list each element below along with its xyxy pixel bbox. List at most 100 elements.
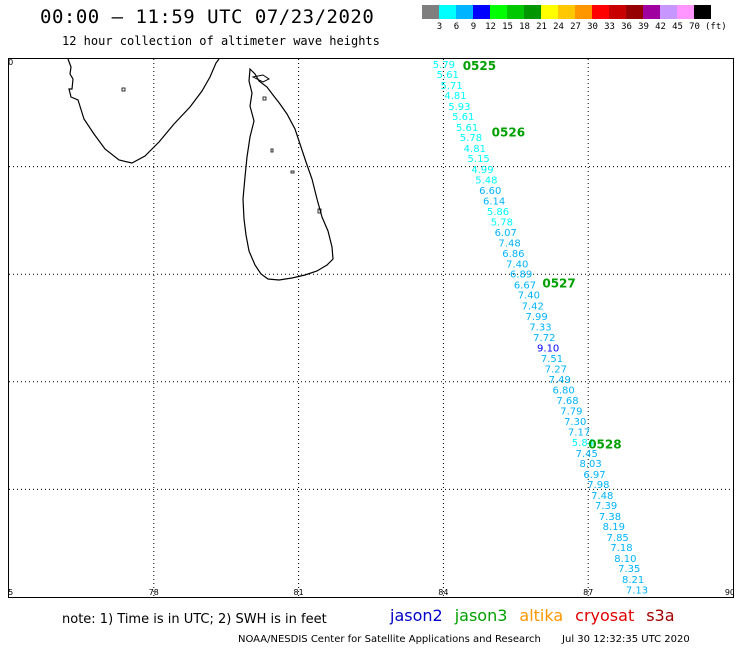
swh-reading: 7.79 xyxy=(560,406,582,417)
swh-reading: 5.15 xyxy=(468,154,490,165)
map-gridlines xyxy=(9,59,733,597)
swh-reading: 7.18 xyxy=(610,543,632,554)
swh-reading: 6.60 xyxy=(479,186,501,197)
swh-reading: 7.72 xyxy=(533,333,555,344)
generation-timestamp: Jul 30 12:32:35 UTC 2020 xyxy=(562,634,690,645)
swh-reading: 6.89 xyxy=(510,270,532,281)
colorbar-swatch xyxy=(439,5,456,19)
units-note: note: 1) Time is in UTC; 2) SWH is in fe… xyxy=(62,612,327,627)
colorbar-swatch xyxy=(643,5,660,19)
swh-reading: 7.13 xyxy=(626,586,648,597)
swh-reading: 6.80 xyxy=(552,385,574,396)
satellite-legend-item: jason3 xyxy=(454,606,508,625)
swh-reading: 6.97 xyxy=(583,470,605,481)
colorbar-label: 24 xyxy=(553,22,564,32)
swh-reading: 5.78 xyxy=(491,218,513,229)
swh-reading: 6.14 xyxy=(483,197,505,208)
swh-reading: 7.39 xyxy=(595,501,617,512)
swh-reading: 6.67 xyxy=(514,280,536,291)
colorbar-swatch xyxy=(660,5,677,19)
colorbar-units: (ft) xyxy=(705,22,727,32)
swh-reading: 7.27 xyxy=(545,364,567,375)
satellite-legend: jason2 jason3 altika cryosat s3a xyxy=(390,606,687,625)
colorbar-label: 21 xyxy=(536,22,547,32)
swh-reading: 9.10 xyxy=(537,343,559,354)
swh-reading: 8.19 xyxy=(603,522,625,533)
swh-reading: 5.78 xyxy=(460,133,482,144)
swh-reading: 7.48 xyxy=(498,239,520,250)
latitude-ticks: 0246810 xyxy=(9,59,13,67)
credit-text: NOAA/NESDIS Center for Satellite Applica… xyxy=(238,634,541,645)
longitude-ticks: 75 78 81 84 87 90 xyxy=(9,588,733,597)
colorbar-swatch xyxy=(507,5,524,19)
colorbar-label: 27 xyxy=(570,22,581,32)
track-time-label: 0525 xyxy=(463,59,496,73)
longitude-tick-label: 78 xyxy=(149,588,159,597)
colorbar-swatch xyxy=(473,5,490,19)
colorbar-swatch xyxy=(694,5,711,19)
colorbar-label: 70 xyxy=(689,22,700,32)
swh-reading: 7.42 xyxy=(522,301,544,312)
colorbar-label: 15 xyxy=(502,22,513,32)
track-time-label: 0527 xyxy=(542,276,575,290)
swh-reading: 5.71 xyxy=(441,81,463,92)
colorbar-label: 33 xyxy=(604,22,615,32)
swh-reading: 7.45 xyxy=(576,449,598,460)
colorbar-label: 36 xyxy=(621,22,632,32)
swh-reading: 4.99 xyxy=(471,165,493,176)
satellite-legend-item: altika xyxy=(519,606,564,625)
swh-reading: 7.33 xyxy=(529,322,551,333)
swh-reading: 6.86 xyxy=(502,249,524,260)
satellite-legend-item: jason2 xyxy=(390,606,443,625)
page-title: 00:00 – 11:59 UTC 07/23/2020 xyxy=(40,6,375,28)
swh-reading: 7.38 xyxy=(599,512,621,523)
colorbar-swatch xyxy=(422,5,439,19)
swh-reading: 7.35 xyxy=(618,564,640,575)
satellite-legend-item: s3a xyxy=(646,606,675,625)
colorbar-swatch xyxy=(575,5,592,19)
swh-reading: 6.07 xyxy=(495,228,517,239)
page-subtitle: 12 hour collection of altimeter wave hei… xyxy=(62,34,380,48)
colorbar-label: 39 xyxy=(638,22,649,32)
colorbar-swatch xyxy=(592,5,609,19)
satellite-legend-item: cryosat xyxy=(575,606,635,625)
swh-readings: 5.795.615.714.815.935.615.615.784.815.15… xyxy=(433,60,648,597)
colorbar-swatch xyxy=(524,5,541,19)
colorbar-swatch xyxy=(626,5,643,19)
colorbar-label: 45 xyxy=(672,22,683,32)
longitude-tick-label: 81 xyxy=(294,588,304,597)
longitude-tick-label: 87 xyxy=(583,588,593,597)
track-time-label: 0528 xyxy=(588,438,621,452)
colorbar-label: 3 xyxy=(436,22,443,32)
colorbar-label: 30 xyxy=(587,22,598,32)
swh-reading: 7.49 xyxy=(549,375,571,386)
swh-reading: 7.40 xyxy=(518,291,540,302)
altimeter-map: 5.79 5.61 5.71 4.81 5.93 5.61 5.61 5.78 4.81 5.15… xyxy=(8,58,734,598)
swh-reading: 7.48 xyxy=(591,491,613,502)
swh-reading: 5.93 xyxy=(448,102,470,113)
swh-reading: 5.84 xyxy=(572,438,594,449)
swh-reading: 5.79 xyxy=(433,60,455,71)
credit-line: NOAA/NESDIS Center for Satellite Applica… xyxy=(238,634,708,645)
longitude-tick-label: 84 xyxy=(438,588,448,597)
map-canvas: 5.795.615.714.815.935.615.615.784.815.15… xyxy=(9,59,733,597)
colorbar-label: 6 xyxy=(453,22,460,32)
colorbar-label: 12 xyxy=(485,22,496,32)
swh-reading: 7.30 xyxy=(564,417,586,428)
colorbar-swatch xyxy=(558,5,575,19)
swh-reading: 4.81 xyxy=(444,91,466,102)
latitude-tick-label: 10 xyxy=(9,59,13,67)
swh-reading: 7.98 xyxy=(587,480,609,491)
colorbar-swatch xyxy=(677,5,694,19)
swh-reading: 5.61 xyxy=(437,70,459,81)
swh-reading: 8.03 xyxy=(580,459,602,470)
swh-reading: 7.17 xyxy=(568,427,590,438)
colorbar-label: 9 xyxy=(470,22,477,32)
swh-reading: 7.99 xyxy=(525,312,547,323)
swh-reading: 8.21 xyxy=(622,575,644,586)
colorbar-swatch xyxy=(541,5,558,19)
swh-reading: 5.48 xyxy=(475,176,497,187)
colorbar-swatch xyxy=(609,5,626,19)
swh-reading: 8.10 xyxy=(614,554,636,565)
swh-reading: 7.40 xyxy=(506,260,528,271)
